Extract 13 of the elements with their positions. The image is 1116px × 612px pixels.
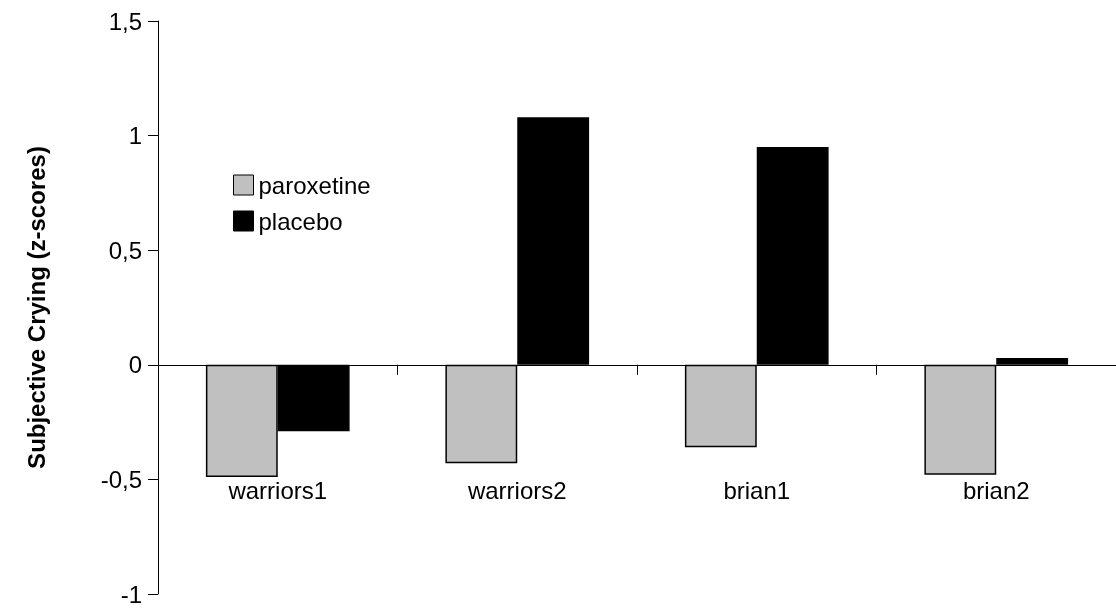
y-axis-title: Subjective Crying (z-scores) [22, 146, 50, 469]
x-tick-label: brian2 [962, 476, 1030, 504]
x-tick-label: warriors1 [227, 476, 328, 504]
x-tick-label: warriors2 [466, 476, 567, 504]
y-tick-label: 1,5 [108, 7, 142, 35]
y-tick-label: 0,5 [108, 236, 142, 264]
y-tick-label: -0,5 [100, 465, 142, 493]
legend-label: placebo [258, 207, 343, 235]
y-tick-label: 1 [128, 122, 142, 150]
y-tick-label: 0 [128, 351, 142, 379]
y-tick-label: -1 [120, 580, 142, 608]
legend-label: paroxetine [258, 171, 371, 199]
x-tick-label: brian1 [723, 476, 791, 504]
